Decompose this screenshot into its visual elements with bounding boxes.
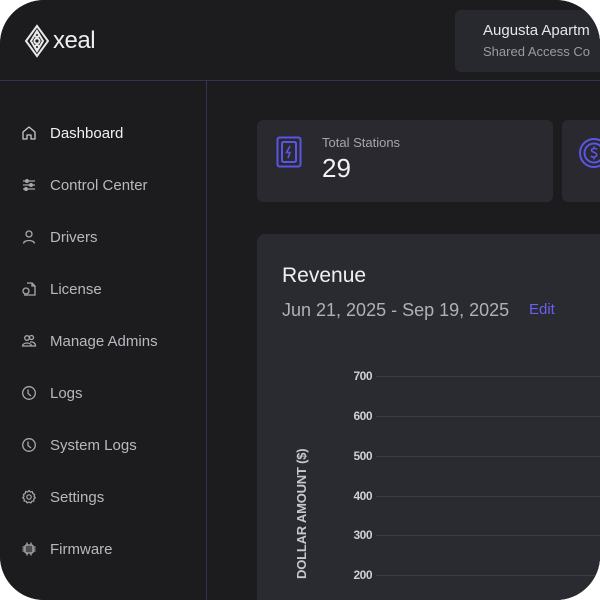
gridline <box>376 376 600 377</box>
gear-icon <box>20 488 38 506</box>
stat-card-total-stations: Total Stations 29 <box>257 120 553 202</box>
sidebar-item-license[interactable]: License <box>20 276 102 302</box>
sidebar-item-control-center[interactable]: Control Center <box>20 172 148 198</box>
stat-label: Total Stations <box>322 135 401 150</box>
gridline <box>376 456 600 457</box>
user-icon <box>20 228 38 246</box>
y-tick-label: 300 <box>353 528 372 542</box>
chart-gridline: 300 <box>317 528 600 542</box>
chart-y-axis-label: DOLLAR AMOUNT ($) <box>294 448 309 579</box>
clock-icon <box>20 436 38 454</box>
gridline <box>376 575 600 576</box>
y-tick-label: 500 <box>353 449 372 463</box>
sidebar-item-label: Dashboard <box>50 124 124 142</box>
users-icon <box>20 332 38 350</box>
sidebar-item-system-logs[interactable]: System Logs <box>20 432 137 458</box>
gridline <box>376 535 600 536</box>
sidebar-item-drivers[interactable]: Drivers <box>20 224 98 250</box>
top-bar: xeal Augusta Apartm Shared Access Co <box>0 0 600 81</box>
home-icon <box>20 124 38 142</box>
clock-icon <box>20 384 38 402</box>
sidebar-item-firmware[interactable]: Firmware <box>20 536 113 562</box>
chart-gridline: 600 <box>317 409 600 423</box>
sidebar-item-label: Control Center <box>50 176 148 194</box>
chip-icon <box>20 540 38 558</box>
site-selector[interactable]: Augusta Apartm Shared Access Co <box>455 10 600 72</box>
sidebar-item-manage-admins[interactable]: Manage Admins <box>20 328 158 354</box>
stat-card-revenue <box>562 120 600 202</box>
edit-date-range-link[interactable]: Edit <box>529 301 555 318</box>
sidebar-item-label: Settings <box>50 488 105 506</box>
sliders-icon <box>20 176 38 194</box>
sidebar-item-label: System Logs <box>50 436 137 454</box>
dollar-coin-icon <box>578 137 600 174</box>
sidebar-item-label: Manage Admins <box>50 332 158 350</box>
sidebar-item-settings[interactable]: Settings <box>20 484 104 510</box>
revenue-card: Revenue Jun 21, 2025 - Sep 19, 2025 Edit… <box>257 234 600 600</box>
y-tick-label: 400 <box>353 489 372 503</box>
revenue-title: Revenue <box>282 264 367 287</box>
license-icon <box>20 280 38 298</box>
revenue-date-range: Jun 21, 2025 - Sep 19, 2025 <box>282 300 510 320</box>
sidebar-item-label: Firmware <box>50 540 113 558</box>
y-tick-label: 600 <box>353 409 372 423</box>
gridline <box>376 416 600 417</box>
y-tick-label: 200 <box>353 568 372 582</box>
logo[interactable]: xeal <box>24 24 96 58</box>
logo-text: xeal <box>53 27 96 54</box>
site-subtitle: Shared Access Co <box>483 44 590 59</box>
y-tick-label: 700 <box>353 369 372 383</box>
gridline <box>376 496 600 497</box>
sidebar: Dashboard Control Center Drivers License… <box>0 81 207 600</box>
sidebar-item-label: Drivers <box>50 228 98 246</box>
chart-gridline: 700 <box>317 369 600 383</box>
sidebar-item-dashboard[interactable]: Dashboard <box>20 120 123 146</box>
chart-gridline: 500 <box>317 449 600 463</box>
xeal-logo-icon <box>24 24 50 58</box>
sidebar-item-label: License <box>50 280 102 298</box>
chart-gridline: 200 <box>317 568 600 582</box>
chart-gridline: 400 <box>317 489 600 503</box>
stat-value: 29 <box>322 153 351 183</box>
main-content: Total Stations 29 Revenue Jun 21, 2025 -… <box>207 81 600 600</box>
site-name: Augusta Apartm <box>483 22 590 39</box>
sidebar-item-logs[interactable]: Logs <box>20 380 83 406</box>
sidebar-item-label: Logs <box>50 384 83 402</box>
charging-station-icon <box>276 136 302 173</box>
